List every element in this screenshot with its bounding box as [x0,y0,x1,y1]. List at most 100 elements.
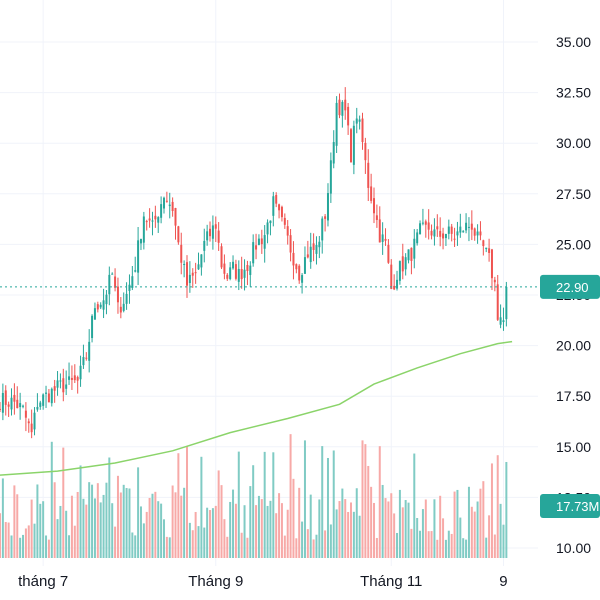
candle-body-104 [298,265,301,281]
volume-bar-40 [114,526,117,558]
moving-average-line [0,340,513,476]
candle-body-132 [378,219,381,243]
volume-bar-100 [286,509,289,558]
candle-body-76 [217,230,220,243]
volume-bar-1 [1,478,4,558]
volume-bar-76 [217,470,220,558]
volume-bar-125 [358,515,361,558]
volume-bar-159 [456,489,459,558]
candle-body-52 [148,218,151,221]
volume-bar-32 [91,484,94,558]
candle-body-105 [301,275,304,283]
time-axis: tháng 7 Tháng 9 Tháng 11 9 [18,573,508,590]
candle-body-0 [0,408,1,410]
volume-bar-13 [36,484,39,558]
candle-body-108 [309,246,312,263]
volume-bar-126 [361,440,364,558]
candle-body-44 [125,293,128,304]
candle-body-171 [490,249,493,279]
candle-body-141 [404,257,407,270]
volume-bar-39 [111,503,114,558]
volume-bar-104 [298,487,301,558]
candle-body-127 [364,142,367,161]
volume-bar-148 [424,499,427,558]
candle-body-3 [7,404,10,407]
volume-bar-57 [162,519,165,558]
candle-body-140 [401,256,404,272]
candle-body-23 [65,384,68,389]
candle-body-88 [252,242,255,264]
candle-body-83 [237,268,240,282]
volume-bar-116 [332,450,335,558]
volume-bar-94 [269,500,272,558]
candle-body-38 [108,274,111,295]
y-tick-label-0: 35.00 [556,34,591,50]
volume-bar-34 [96,483,99,558]
volume-bar-118 [338,501,341,558]
candle-body-22 [62,378,65,393]
price-candles [0,87,508,439]
candle-body-130 [373,198,376,214]
candle-body-172 [493,279,496,283]
volume-bar-9 [24,528,27,558]
candle-body-51 [145,221,148,223]
candle-body-160 [459,226,462,233]
y-tick-label-2: 30.00 [556,135,591,151]
candle-body-31 [88,341,91,361]
volume-bar-31 [88,482,91,558]
candle-body-145 [416,232,419,244]
candle-body-42 [119,306,122,313]
candle-body-176 [505,286,508,320]
y-tick-label-8: 15.00 [556,439,591,455]
candle-body-90 [257,238,260,245]
volume-bar-169 [485,537,488,558]
candle-body-55 [157,217,160,223]
volume-bar-24 [68,535,71,558]
volume-bar-111 [318,499,321,558]
candle-body-85 [243,269,246,278]
candle-body-146 [419,223,422,235]
candle-body-13 [36,406,39,410]
volume-bar-112 [321,446,324,558]
volume-bar-59 [168,537,171,558]
candle-body-26 [73,375,76,381]
volume-bar-25 [70,495,73,558]
volume-bar-37 [105,482,108,558]
volume-bar-138 [396,532,399,558]
y-tick-label-10: 10.00 [556,540,591,556]
candle-body-111 [318,241,321,248]
volume-bar-66 [188,522,191,558]
volume-bar-85 [243,505,246,558]
candle-body-84 [240,269,243,280]
candle-body-20 [56,380,59,388]
candle-body-110 [315,245,318,254]
candle-body-80 [229,267,232,280]
candle-body-99 [283,217,286,225]
candle-body-15 [42,394,45,406]
candle-body-36 [102,300,105,310]
candle-body-159 [456,231,459,236]
volume-bar-54 [154,491,157,558]
volume-bar-82 [234,503,237,558]
candle-body-71 [203,240,206,251]
volume-bar-46 [131,532,134,558]
candle-body-41 [116,286,119,303]
volume-bar-58 [165,536,168,558]
candle-body-14 [39,402,42,407]
candle-body-30 [85,357,88,359]
volume-bar-131 [375,537,378,558]
candle-body-124 [355,118,358,124]
volume-bar-64 [183,487,186,558]
candle-body-77 [220,246,223,268]
volume-bar-128 [367,465,370,558]
volume-bar-71 [203,527,206,558]
candle-body-35 [99,304,102,308]
candle-body-10 [27,421,30,424]
x-tick-label-2: Tháng 11 [360,573,422,590]
y-tick-label-7: 17.50 [556,388,591,404]
candle-body-61 [174,208,177,226]
x-tick-label-3: 9 [499,573,507,590]
candle-body-147 [421,222,424,224]
candle-body-97 [278,204,281,211]
